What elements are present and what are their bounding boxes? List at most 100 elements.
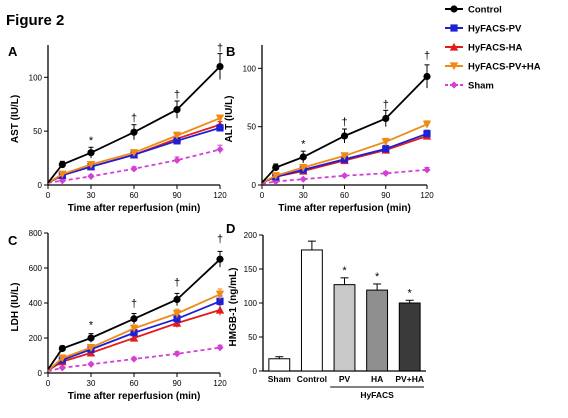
series-b-hyfacs-pv-ha — [261, 120, 432, 184]
point-c-control-90 — [173, 295, 181, 304]
x-tick-label-c-120: 120 — [213, 379, 227, 388]
y-tick-label-c-0: 0 — [38, 369, 43, 378]
panel-letter-c: C — [8, 233, 18, 248]
point-b-control-60 — [340, 132, 349, 140]
x-tick-label-c-30: 30 — [87, 379, 96, 388]
y-tick-label-c-600: 600 — [29, 264, 43, 273]
point-a-control-90 — [173, 106, 181, 114]
x-tick-label-b-90: 90 — [381, 191, 390, 200]
point-c-hyfacs-ha-60 — [129, 333, 139, 342]
significance-mark-pv-ha: * — [408, 287, 413, 299]
legend-marker-sham — [450, 81, 458, 89]
significance-mark-ha: * — [375, 271, 380, 283]
legend-label-hyfacs-ha: HyFACS-HA — [468, 43, 523, 54]
bar-pv-ha — [398, 302, 421, 372]
series-c-hyfacs-ha — [47, 304, 225, 372]
x-axis-title-b: Time after reperfusion (min) — [278, 203, 411, 214]
y-tick-label-b-0: 0 — [252, 181, 257, 190]
point-a-hyfacs-pv-ha-90 — [172, 131, 182, 140]
y-axis-title-c: LDH (IU/L) — [10, 283, 21, 332]
series-b-sham — [261, 166, 431, 186]
series-line-a-hyfacs-pv-ha — [47, 117, 221, 184]
point-b-sham-30 — [299, 175, 307, 183]
point-c-hyfacs-pv-ha-10 — [58, 354, 67, 363]
significance-mark-pv: * — [342, 265, 347, 277]
panel-a-ast-chart: A 0 50 100 0 30 60 90 120 Time after reperfusion … — [8, 42, 227, 214]
y-tick-label-a-50: 50 — [33, 127, 42, 136]
x-axis-title-c: Time after reperfusion (min) — [68, 391, 201, 402]
series-line-c-sham — [47, 346, 221, 373]
point-b-hyfacs-pv-120 — [423, 130, 431, 138]
series-line-a-sham — [47, 148, 221, 184]
y-tick-label-d-50: 50 — [248, 333, 257, 342]
point-b-sham-90 — [382, 169, 390, 177]
point-c-hyfacs-pv-ha-60 — [129, 324, 139, 333]
point-c-hyfacs-pv-90 — [173, 315, 181, 323]
point-a-hyfacs-pv-120 — [216, 124, 224, 132]
point-b-hyfacs-pv-ha-30 — [299, 163, 308, 172]
significance-mark-b-90: † — [383, 99, 389, 111]
significance-mark-b-60: † — [341, 117, 347, 129]
x-tick-label-a-60: 60 — [130, 191, 139, 200]
significance-mark-c-30: * — [89, 319, 94, 331]
series-line-c-hyfacs-pv-ha — [47, 293, 221, 372]
point-c-control-60 — [130, 315, 138, 323]
point-a-control-120 — [216, 62, 224, 71]
point-b-hyfacs-pv-90 — [382, 145, 390, 153]
series-line-c-control — [47, 258, 221, 371]
panel-d-hmgb1-chart: D 0 50 100 150 200 HMGB-1 (ng/mL) Sham Control * P… — [226, 221, 426, 400]
point-a-hyfacs-pv-ha-60 — [129, 149, 139, 157]
series-b-control — [261, 64, 431, 184]
point-b-hyfacs-pv-ha-10 — [271, 172, 280, 180]
point-a-control-60 — [130, 128, 138, 136]
point-c-sham-120 — [216, 344, 224, 352]
point-a-hyfacs-pv-ha-120 — [215, 114, 225, 123]
y-axis-title-b: ALT (IU/L) — [224, 95, 235, 142]
bar-control — [300, 249, 323, 372]
legend-label-control: Control — [468, 5, 502, 16]
point-a-hyfacs-pv-90 — [173, 137, 181, 145]
panel-letter-d: D — [226, 221, 235, 236]
y-tick-label-a-0: 0 — [38, 181, 43, 190]
series-a-control — [47, 53, 224, 184]
group-label-hyfacs: HyFACS — [360, 390, 394, 400]
series-line-a-control — [47, 65, 221, 184]
point-c-hyfacs-pv-ha-120 — [215, 290, 225, 299]
point-b-hyfacs-pv-ha-90 — [381, 138, 390, 147]
significance-mark-c-60: † — [131, 298, 137, 310]
legend-marker-hyfacs-pv — [450, 24, 458, 32]
point-c-hyfacs-pv-60 — [130, 329, 138, 337]
x-tick-label-a-30: 30 — [87, 191, 96, 200]
significance-mark-c-120: † — [217, 234, 223, 246]
y-tick-label-d-0: 0 — [253, 367, 258, 376]
point-a-control-30 — [87, 149, 95, 157]
x-tick-label-b-120: 120 — [420, 191, 434, 200]
bar-ha — [366, 289, 389, 372]
point-a-sham-90 — [173, 156, 181, 164]
y-tick-label-c-400: 400 — [29, 299, 43, 308]
series-line-b-hyfacs-pv-ha — [261, 123, 428, 184]
legend-label-hyfacs-pv: HyFACS-PV — [468, 24, 522, 35]
legend: Control HyFACS-PV HyFACS-HA HyFACS-PV+HA Sha… — [445, 5, 541, 92]
y-tick-label-b-100: 100 — [243, 64, 257, 73]
significance-mark-b-120: † — [424, 50, 430, 62]
bar-sham — [268, 358, 291, 372]
y-tick-label-d-200: 200 — [244, 231, 258, 240]
point-a-hyfacs-pv-ha-30 — [86, 160, 96, 169]
point-c-control-120 — [216, 255, 224, 263]
legend-marker-control — [450, 5, 458, 13]
point-b-sham-120 — [423, 166, 431, 174]
category-label-ha: HA — [371, 374, 383, 384]
point-c-hyfacs-pv-ha-90 — [172, 309, 182, 318]
legend-label-sham: Sham — [468, 81, 494, 92]
point-c-sham-90 — [173, 350, 181, 358]
figure-title: Figure 2 — [6, 12, 64, 29]
category-label-pv: PV — [339, 374, 351, 384]
point-c-control-10 — [58, 344, 66, 353]
y-tick-label-a-100: 100 — [29, 73, 43, 82]
point-a-sham-120 — [216, 145, 224, 154]
x-tick-label-b-30: 30 — [299, 191, 308, 200]
point-a-sham-60 — [130, 165, 138, 173]
x-tick-label-c-90: 90 — [173, 379, 182, 388]
